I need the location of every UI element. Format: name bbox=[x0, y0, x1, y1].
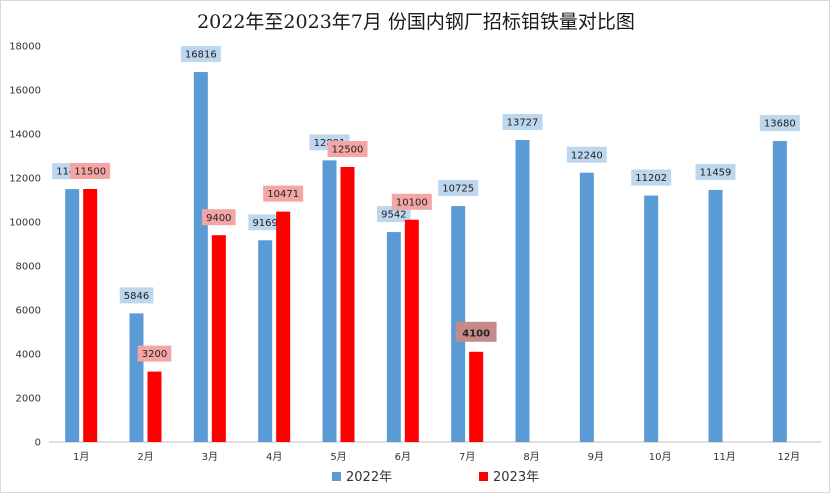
bar-2022 bbox=[708, 189, 723, 442]
data-label-bg bbox=[202, 209, 236, 226]
y-tick-label: 2000 bbox=[16, 394, 41, 405]
data-label-bg bbox=[566, 146, 607, 163]
data-label: 3200 bbox=[142, 349, 167, 360]
bar-2022 bbox=[322, 160, 337, 443]
x-tick-label: 4月 bbox=[266, 451, 282, 463]
data-label: 12240 bbox=[571, 150, 603, 161]
x-tick-label: 12月 bbox=[777, 451, 800, 463]
data-label-bg bbox=[695, 163, 736, 180]
x-tick-label: 1月 bbox=[73, 451, 89, 463]
bar-2023 bbox=[469, 351, 484, 442]
chart-title: 2022年至2023年7月 份国内钢厂招标钼铁量对比图 bbox=[197, 11, 635, 33]
bar-2022 bbox=[65, 189, 80, 442]
bar-2022 bbox=[579, 172, 594, 442]
y-tick-label: 18000 bbox=[9, 42, 41, 53]
bar-2023 bbox=[147, 371, 162, 442]
x-tick-label: 3月 bbox=[202, 451, 218, 463]
data-label: 10100 bbox=[396, 197, 428, 208]
data-label: 9542 bbox=[381, 210, 406, 221]
x-tick-label: 2月 bbox=[137, 451, 153, 463]
data-label-bg bbox=[327, 141, 368, 157]
y-tick-label: 4000 bbox=[16, 350, 41, 361]
bar-2022 bbox=[193, 72, 208, 442]
data-label: 11500 bbox=[74, 167, 106, 178]
data-label: 5846 bbox=[124, 291, 149, 302]
data-label: 11202 bbox=[635, 173, 667, 184]
data-label-bg bbox=[377, 206, 411, 223]
bar-2022 bbox=[258, 240, 273, 442]
data-label-bg bbox=[438, 180, 479, 197]
data-label-bg bbox=[502, 114, 543, 131]
legend-label: 2022年 bbox=[346, 470, 392, 485]
x-tick-label: 6月 bbox=[395, 451, 411, 463]
data-label-bg bbox=[180, 46, 221, 63]
data-label-bg bbox=[137, 345, 172, 362]
data-label: 9400 bbox=[206, 213, 231, 224]
data-label-bg bbox=[391, 193, 432, 210]
y-tick-label: 12000 bbox=[9, 174, 41, 185]
legend-swatch bbox=[332, 472, 341, 481]
data-label: 11459 bbox=[700, 168, 732, 179]
legend-label: 2023年 bbox=[493, 470, 539, 485]
y-tick-label: 6000 bbox=[16, 306, 41, 317]
data-label-bg bbox=[263, 185, 304, 202]
x-tick-label: 11月 bbox=[713, 451, 736, 463]
bar-2022 bbox=[386, 232, 401, 442]
y-tick-label: 0 bbox=[35, 438, 41, 449]
x-tick-label: 7月 bbox=[459, 451, 475, 463]
data-label-bg bbox=[119, 287, 154, 304]
bar-2022 bbox=[129, 313, 144, 442]
data-label: 4100 bbox=[462, 328, 490, 339]
bar-2022 bbox=[515, 140, 530, 443]
legend-swatch bbox=[479, 472, 488, 481]
bar-2023 bbox=[404, 219, 419, 442]
x-tick-label: 10月 bbox=[649, 451, 672, 463]
x-tick-label: 8月 bbox=[523, 451, 539, 463]
bar-2023 bbox=[276, 211, 291, 442]
data-label-bg bbox=[248, 214, 282, 231]
y-tick-label: 8000 bbox=[16, 262, 41, 273]
data-label-bg bbox=[631, 169, 672, 186]
x-tick-label: 9月 bbox=[588, 451, 604, 463]
y-tick-label: 14000 bbox=[9, 130, 41, 141]
data-label: 10725 bbox=[442, 184, 474, 195]
x-tick-label: 5月 bbox=[330, 451, 346, 463]
y-tick-label: 16000 bbox=[9, 86, 41, 97]
data-label: 9169 bbox=[252, 218, 277, 229]
bar-2023 bbox=[211, 235, 226, 442]
data-label: 13727 bbox=[507, 118, 539, 129]
data-label: 16816 bbox=[185, 50, 217, 61]
bar-2023 bbox=[83, 189, 98, 442]
data-label-bg bbox=[455, 321, 497, 342]
data-label: 12500 bbox=[332, 145, 364, 156]
bar-2022 bbox=[644, 195, 659, 442]
bar-2022 bbox=[772, 141, 787, 443]
data-label-bg bbox=[759, 115, 800, 132]
data-label: 13680 bbox=[764, 119, 796, 130]
data-label: 10471 bbox=[267, 189, 299, 200]
data-label-bg bbox=[70, 163, 111, 179]
bar-2023 bbox=[340, 167, 355, 442]
y-tick-label: 10000 bbox=[9, 218, 41, 229]
